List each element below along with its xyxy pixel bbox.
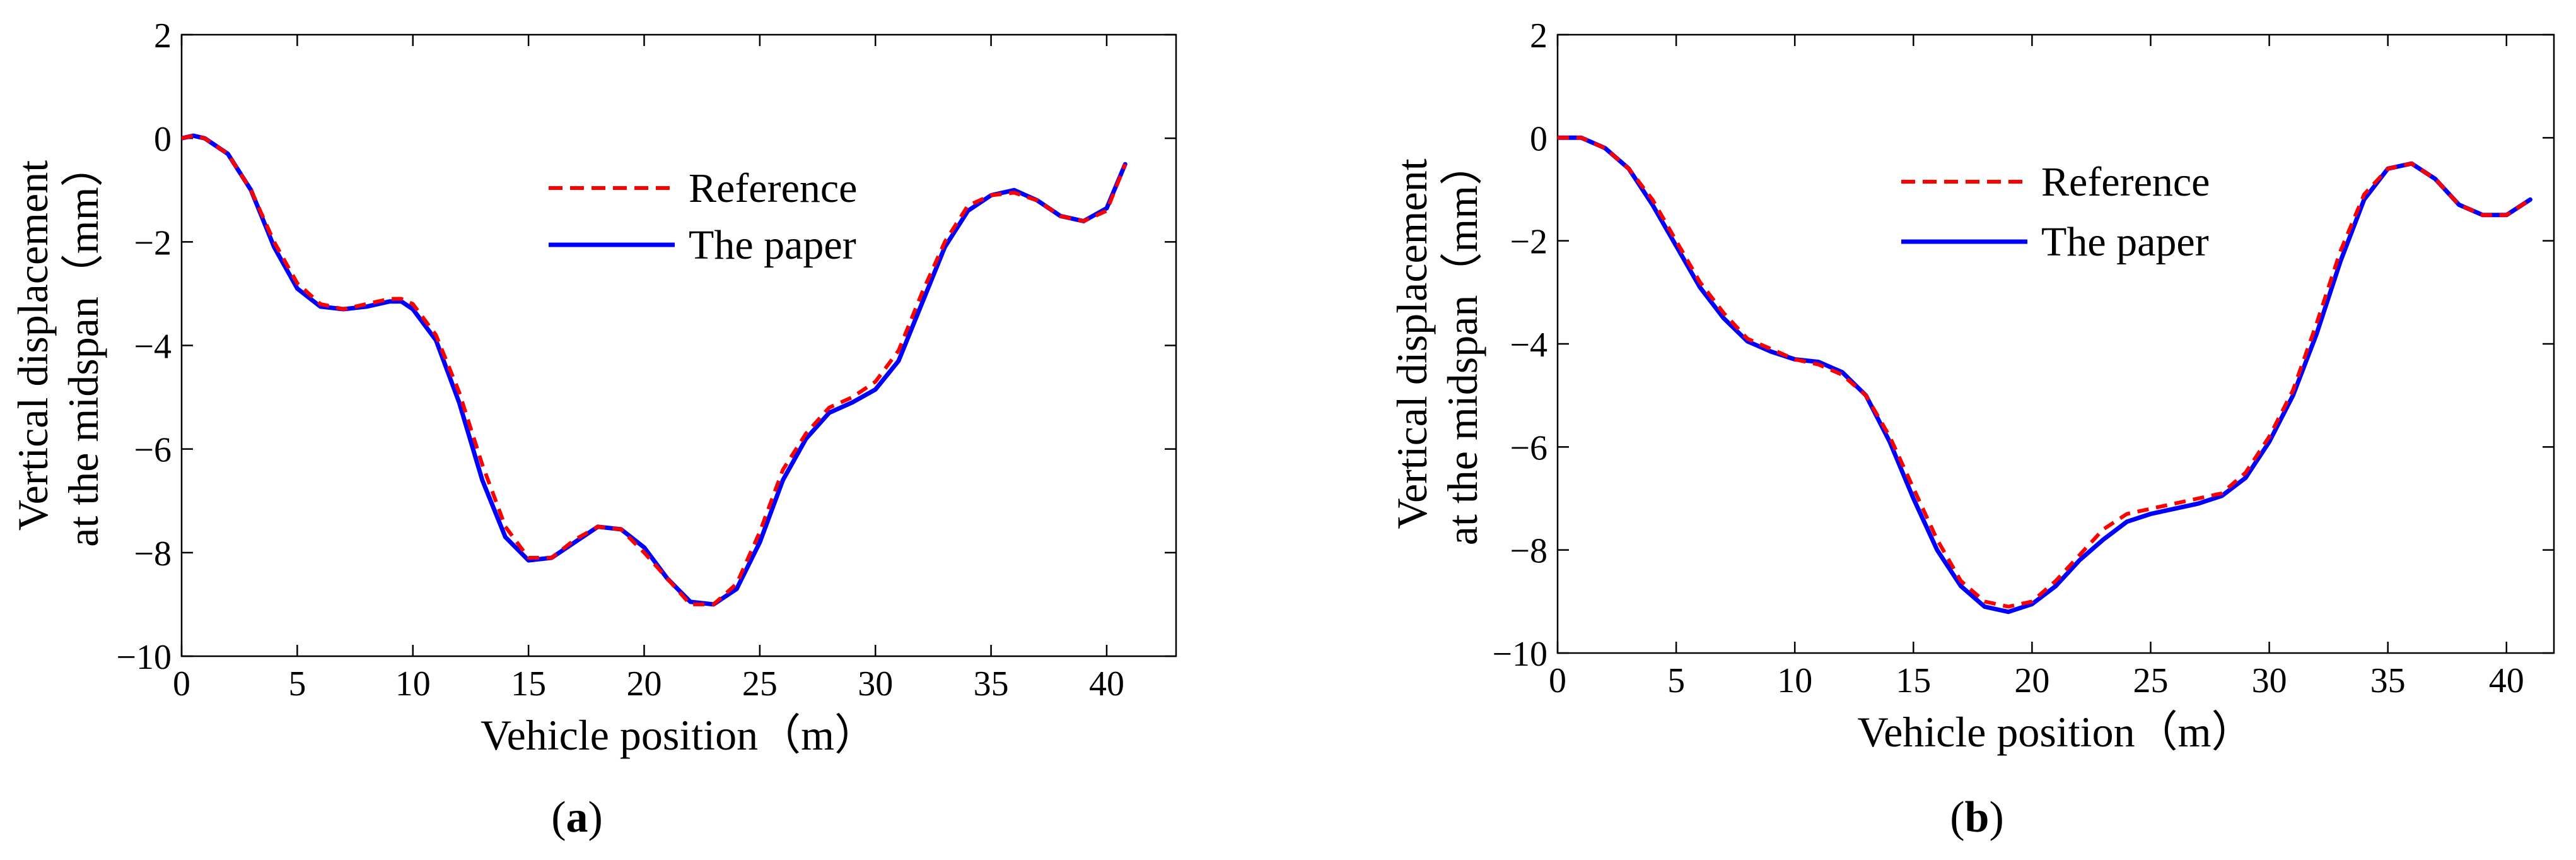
legend-label-b-1: The paper [2041, 219, 2209, 265]
x-tick-label-a-35: 35 [974, 664, 1009, 704]
y-axis-label-line1-b: Vertical displacement [1388, 158, 1436, 529]
legend-label-a-0: Reference [689, 165, 857, 211]
x-tick-label-b-10: 10 [1777, 661, 1812, 700]
plot-frame-b [1556, 33, 2555, 654]
y-tick-label-b-3: −4 [1510, 326, 1547, 365]
x-tick-label-a-0: 0 [173, 664, 190, 704]
y-tick-label-b-5: −8 [1510, 532, 1547, 571]
x-tick-label-b-0: 0 [1549, 661, 1566, 700]
y-tick-label-b-4: −6 [1510, 428, 1547, 468]
y-tick-label-b-0: 2 [1530, 16, 1547, 56]
y-tick-label-a-1: 0 [154, 120, 172, 159]
series-line-a-reference [182, 134, 1128, 606]
x-tick-label-a-20: 20 [626, 664, 661, 704]
y-tick-label-a-5: −8 [134, 534, 172, 574]
x-tick-label-b-40: 40 [2489, 661, 2524, 700]
panel-label-a-letter: a [566, 793, 588, 842]
panel-label-a: (a) [551, 793, 603, 842]
x-tick-label-a-40: 40 [1089, 664, 1124, 704]
x-tick-label-b-25: 25 [2133, 661, 2168, 700]
x-tick-label-b-20: 20 [2014, 661, 2049, 700]
x-tick-label-b-35: 35 [2370, 661, 2406, 700]
series-line-b-the-paper [1558, 135, 2532, 615]
series-line-b-reference [1558, 136, 2532, 609]
x-axis-label-b: Vehicle position（m） [1858, 708, 2254, 756]
y-axis-label-line1-a: Vertical displacement [9, 160, 57, 531]
x-tick-label-a-15: 15 [511, 664, 546, 704]
panel-label-b-letter: b [1965, 793, 1990, 842]
x-tick-label-b-15: 15 [1896, 661, 1931, 700]
y-axis-label-line2-a: at the midspan（mm） [59, 144, 107, 546]
legend-label-a-1: The paper [689, 222, 856, 268]
y-tick-label-a-4: −6 [134, 431, 172, 470]
panel-label-b: (b) [1950, 793, 2004, 842]
x-tick-label-a-30: 30 [858, 664, 893, 704]
y-tick-label-a-6: −10 [116, 638, 172, 677]
series-line-a-the-paper [182, 133, 1128, 607]
y-tick-label-a-0: 2 [154, 16, 172, 56]
x-tick-label-a-10: 10 [395, 664, 431, 704]
x-tick-label-a-25: 25 [742, 664, 778, 704]
x-axis-label-a: Vehicle position（m） [481, 711, 877, 759]
y-tick-label-a-3: −4 [134, 327, 172, 367]
legend-label-b-0: Reference [2041, 159, 2210, 205]
y-tick-label-b-6: −10 [1492, 635, 1547, 674]
y-tick-label-b-1: 0 [1530, 119, 1547, 158]
y-tick-label-b-2: −2 [1510, 223, 1547, 262]
x-tick-label-b-5: 5 [1667, 661, 1685, 700]
plot-frame-a [180, 33, 1177, 657]
x-tick-label-b-30: 30 [2252, 661, 2287, 700]
x-tick-label-a-5: 5 [288, 664, 306, 704]
y-tick-label-a-2: −2 [134, 223, 172, 262]
y-axis-label-line2-b: at the midspan（mm） [1438, 143, 1486, 545]
